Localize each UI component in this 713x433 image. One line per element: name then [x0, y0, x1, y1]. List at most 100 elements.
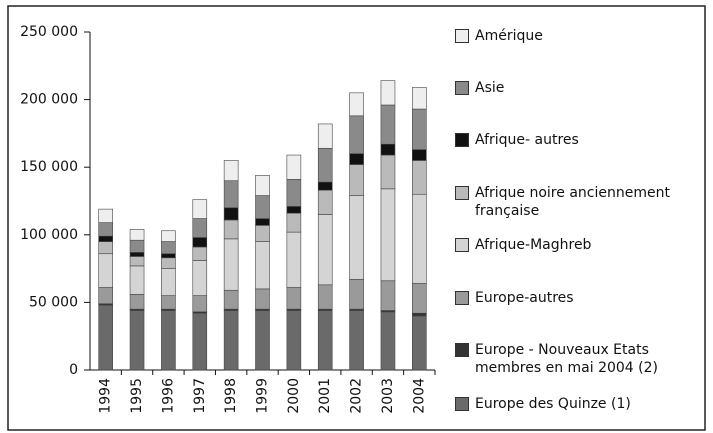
bar-segment: [223, 238, 239, 291]
bar-segment: [161, 295, 176, 310]
bar-segment: [317, 181, 333, 191]
bar-segment: [286, 206, 302, 214]
legend-item: Amérique: [455, 27, 705, 45]
bar-segment: [412, 312, 427, 317]
y-tick-label: 50 000: [29, 294, 78, 310]
bar-segment: [223, 310, 239, 371]
x-tick-label: 1994: [98, 378, 114, 414]
y-tick-label: 250 000: [20, 24, 78, 40]
bar-segment: [98, 304, 113, 371]
bar-segment: [286, 212, 302, 233]
bar-segment: [317, 123, 333, 149]
bar-segment: [192, 237, 208, 248]
bar-segment: [255, 310, 270, 371]
legend-label: Amérique: [475, 28, 543, 44]
bar-segment: [286, 287, 302, 310]
bar-segment: [317, 284, 333, 310]
bar-segment: [98, 208, 113, 223]
legend-swatch: [455, 186, 469, 200]
bar-segment: [129, 252, 145, 257]
legend-label: Afrique- autres: [475, 132, 579, 148]
legend-swatch: [455, 397, 469, 411]
frame: [7, 5, 706, 431]
bar-segment: [223, 180, 239, 209]
bar-segment: [192, 260, 208, 296]
bar-segment: [129, 293, 145, 310]
x-tick-label: 1998: [223, 378, 239, 414]
bar-segment: [192, 312, 208, 371]
bar-segment: [255, 288, 270, 310]
bar-segment: [380, 154, 396, 190]
legend-label: Europe - Nouveaux Etats membres en mai 2…: [475, 342, 658, 376]
legend-swatch: [455, 29, 469, 43]
legend-swatch: [455, 343, 469, 357]
bar-segment: [380, 188, 396, 282]
legend-item: Europe des Quinze (1): [455, 395, 705, 413]
bar-segment: [349, 153, 364, 165]
bar-segment: [380, 143, 396, 156]
legend-item: Europe-autres: [455, 289, 705, 307]
x-tick-label: 1995: [129, 378, 145, 414]
bar-segment: [98, 253, 113, 288]
legend-item: Afrique-Maghreb: [455, 236, 705, 254]
x-tick-label: 2000: [286, 378, 302, 414]
bar-segment: [255, 241, 270, 290]
bar-segment: [380, 80, 396, 106]
bar-segment: [412, 108, 427, 150]
bar-segment: [349, 164, 364, 196]
bar-segment: [349, 310, 364, 371]
bar-segment: [255, 195, 270, 219]
legend-swatch: [455, 238, 469, 252]
bar-segment: [317, 310, 333, 371]
x-tick-label: 1996: [160, 378, 176, 414]
bar-segment: [129, 256, 145, 267]
y-tick-label: 200 000: [20, 92, 78, 108]
bar-segment: [255, 218, 270, 226]
bar-segment: [317, 214, 333, 286]
legend-item: Asie: [455, 79, 705, 97]
y-tick-label: 0: [69, 362, 78, 378]
bar-segment: [98, 222, 113, 237]
bar-segment: [161, 268, 176, 296]
bar-segment: [412, 149, 427, 161]
legend-item: Afrique noire anciennement française: [455, 184, 705, 220]
bar-segment: [286, 231, 302, 288]
y-tick-label: 100 000: [20, 227, 78, 243]
bar-segment: [161, 230, 176, 242]
x-tick-label: 1997: [192, 378, 208, 414]
legend-label: Afrique noire anciennement française: [475, 185, 670, 219]
bar-segment: [286, 179, 302, 207]
bar-segment: [286, 310, 302, 371]
bar-segment: [349, 195, 364, 280]
bar-segment: [255, 175, 270, 196]
bar-segment: [412, 160, 427, 195]
bar-segment: [349, 279, 364, 310]
legend-label: Asie: [475, 80, 505, 96]
legend-label: Europe des Quinze (1): [475, 396, 631, 412]
bar-segment: [317, 147, 333, 183]
bar-segment: [223, 219, 239, 240]
bar-segment: [161, 257, 176, 269]
bar-segment: [317, 189, 333, 215]
bar-segment: [223, 160, 239, 182]
bar-segment: [380, 280, 396, 311]
legend: Europe des Quinze (1) Europe - Nouveaux E…: [455, 0, 713, 433]
bar-segment: [161, 253, 176, 259]
bar-segment: [161, 310, 176, 371]
bar-segment: [380, 311, 396, 371]
legend-swatch: [455, 133, 469, 147]
bar-segment: [412, 87, 427, 110]
x-tick-label: 2004: [411, 378, 427, 414]
legend-swatch: [455, 81, 469, 95]
bar-segment: [129, 265, 145, 295]
bar-segment: [223, 207, 239, 221]
bar-segment: [349, 92, 364, 117]
bar-segment: [129, 310, 145, 371]
legend-item: Afrique- autres: [455, 131, 705, 149]
x-tick-label: 2003: [380, 378, 396, 414]
bar-segment: [223, 289, 239, 310]
x-tick-label: 2001: [317, 378, 333, 414]
bar-segment: [380, 104, 396, 145]
bar-segment: [129, 239, 145, 253]
